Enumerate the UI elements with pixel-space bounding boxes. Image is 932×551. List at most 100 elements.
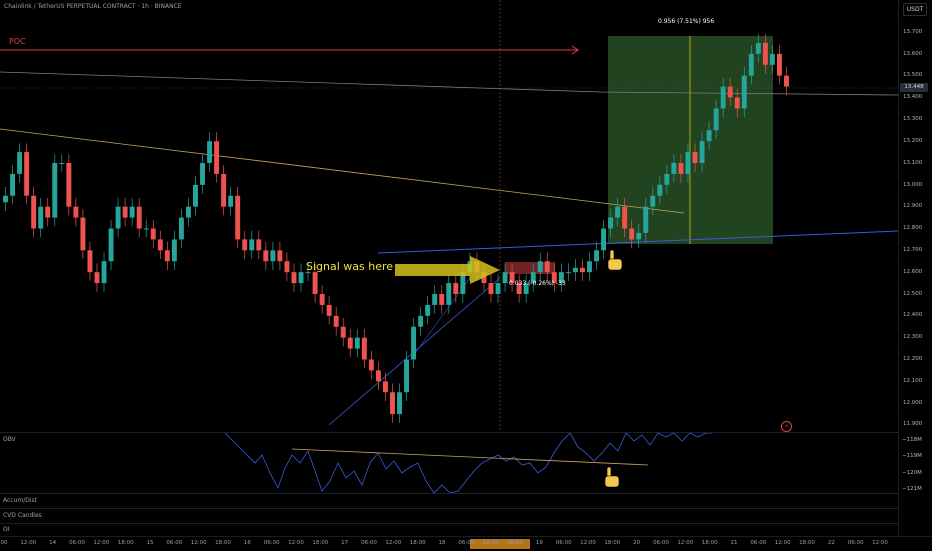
candle-body <box>200 163 205 185</box>
long-position-measure: 0.956 (7.51%) 956 <box>658 18 715 25</box>
time-label: 12:00 <box>872 540 888 546</box>
candle-body <box>390 392 395 415</box>
candle-body <box>601 228 607 251</box>
obv-label[interactable]: OBV <box>3 436 16 443</box>
signal-arrow <box>395 256 500 284</box>
time-label: 06:00 <box>69 540 85 546</box>
chart-title: Chainlink / TetherUS PERPETUAL CONTRACT … <box>4 3 182 10</box>
time-label: 18:00 <box>799 540 815 546</box>
obv-chart[interactable] <box>0 433 898 493</box>
candle-body <box>52 163 58 218</box>
candle-body <box>291 272 297 284</box>
time-label: 12:00 <box>580 540 596 546</box>
candle-body <box>221 173 227 207</box>
candle-body <box>361 337 367 360</box>
lightning-icon[interactable]: ⚡ <box>781 421 792 432</box>
poc-label: POC <box>9 37 26 46</box>
currency-button[interactable]: USDT <box>903 3 927 16</box>
candle-body <box>460 272 466 294</box>
hand-pointer-icon <box>607 249 623 271</box>
candle-body <box>608 217 614 229</box>
candle-body <box>319 294 325 305</box>
time-label: 06:00 <box>166 540 183 546</box>
time-label: 16 <box>243 540 251 546</box>
candle-body <box>157 239 163 251</box>
candle-body <box>59 163 65 164</box>
candle-body <box>298 272 304 284</box>
candle-body <box>411 326 417 360</box>
price-tick: 12.200 <box>903 356 923 362</box>
candle-body <box>615 206 621 218</box>
candle-body <box>375 370 381 382</box>
candle-body <box>446 283 452 305</box>
candle-body <box>706 130 712 142</box>
current-price-badge: 13.448 <box>900 83 928 92</box>
time-label: 18:00 <box>507 540 523 546</box>
candle-body <box>150 228 156 240</box>
candle-body <box>277 250 283 262</box>
candle-body <box>101 261 107 284</box>
accum-dist-label[interactable]: Accum/Dist <box>3 497 38 504</box>
time-label: 12:00 <box>190 540 207 546</box>
candle-body <box>755 42 761 54</box>
obv-tick: −118M <box>902 437 922 443</box>
pane-divider[interactable] <box>0 523 898 524</box>
time-label: 21 <box>730 540 738 546</box>
candlesticks <box>3 34 789 423</box>
price-tick: 13.600 <box>903 51 923 57</box>
pane-divider[interactable] <box>0 508 898 509</box>
price-chart[interactable] <box>0 0 898 432</box>
candle-body <box>762 42 768 65</box>
time-label: 15 <box>146 540 154 546</box>
candle-body <box>713 108 719 131</box>
candle-body <box>516 283 522 294</box>
time-label: 18:00 <box>312 540 329 546</box>
moving-average <box>0 71 898 96</box>
candle-body <box>382 381 388 393</box>
candle-body <box>256 239 262 251</box>
obv-tick: −120M <box>902 470 922 476</box>
candle-body <box>185 206 191 218</box>
candle-body <box>727 86 733 98</box>
candle-body <box>214 141 220 174</box>
candle-body <box>776 53 782 76</box>
candle-body <box>558 272 564 284</box>
candle-body <box>397 392 402 415</box>
candle-body <box>734 97 740 109</box>
time-label: 06:00 <box>555 540 572 546</box>
candle-body <box>263 250 269 262</box>
candle-body <box>228 195 234 207</box>
candle-body <box>495 283 501 294</box>
signal-text: Signal was here <box>306 260 394 273</box>
candle-body <box>136 206 142 229</box>
candle-body <box>17 152 23 174</box>
obv-tick: −119M <box>902 453 922 459</box>
candle-body <box>3 195 8 203</box>
candle-body <box>31 195 37 229</box>
time-label: 06:00 <box>361 540 377 546</box>
candle-body <box>333 315 339 327</box>
pane-divider[interactable] <box>0 493 898 494</box>
pane-divider[interactable] <box>0 432 898 433</box>
candle-body <box>509 272 515 284</box>
candle-body <box>284 261 290 273</box>
candle-body <box>678 163 684 174</box>
ascending-trendline-2 <box>409 277 471 361</box>
candle-body <box>207 141 213 163</box>
time-label: 12:00 <box>677 540 694 546</box>
candle-body <box>122 206 128 218</box>
oi-label[interactable]: OI <box>3 526 10 533</box>
price-axis[interactable]: USDT 13.700 13.600 13.500 13.400 13.300 … <box>898 0 932 538</box>
candle-body <box>502 272 508 284</box>
time-axis[interactable] <box>0 536 932 551</box>
time-label: 12:00 <box>482 540 499 546</box>
candle-body <box>10 173 16 196</box>
time-label: 00 <box>0 540 8 546</box>
candle-body <box>643 206 649 233</box>
candle-body <box>537 261 543 273</box>
price-tick: 13.500 <box>903 72 923 78</box>
time-label: 18:00 <box>215 540 231 546</box>
cvd-candles-label[interactable]: CVD Candles <box>3 512 42 519</box>
candle-body <box>24 152 30 196</box>
candle-body <box>368 359 374 371</box>
